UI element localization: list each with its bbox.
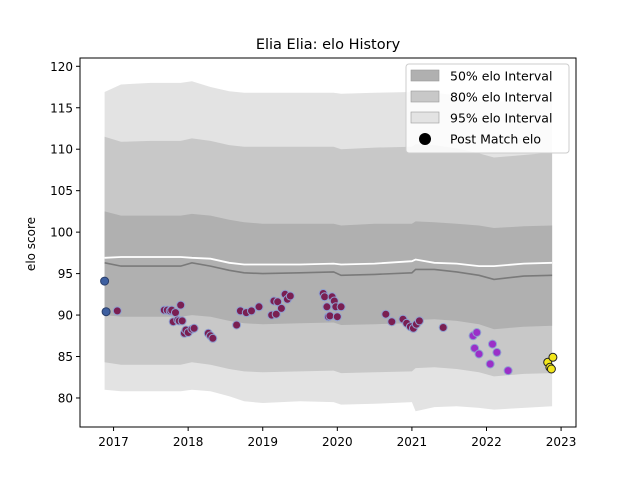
data-point xyxy=(254,302,264,312)
data-point xyxy=(322,302,332,312)
y-tick-label: 105 xyxy=(50,184,73,198)
data-point xyxy=(273,297,283,307)
x-tick-label: 2019 xyxy=(247,435,278,449)
data-point xyxy=(474,349,484,359)
x-tick-label: 2018 xyxy=(173,435,204,449)
legend: 50% elo Interval 80% elo Interval 95% elo … xyxy=(405,63,570,154)
data-point xyxy=(285,291,295,301)
data-point xyxy=(414,316,424,326)
data-point xyxy=(101,307,111,317)
data-point xyxy=(271,309,281,319)
data-point xyxy=(208,333,218,343)
data-point xyxy=(472,328,482,337)
y-tick-label: 100 xyxy=(50,226,73,240)
data-point xyxy=(112,306,122,316)
y-tick-label: 110 xyxy=(50,143,73,157)
legend-marker xyxy=(419,133,431,145)
data-point xyxy=(548,352,558,362)
x-tick-label: 2017 xyxy=(98,435,129,449)
legend-label: 80% elo Interval xyxy=(450,90,552,105)
data-point xyxy=(171,308,180,318)
y-tick-label: 95 xyxy=(58,267,73,281)
legend-label: 50% elo Interval xyxy=(450,69,552,84)
data-point xyxy=(492,347,502,357)
axes: 2017 2018 2019 2020 2021 2022 2023 80 85 90 95 100 1… xyxy=(50,57,577,449)
data-point xyxy=(177,316,187,326)
data-point xyxy=(247,306,256,316)
median-line xyxy=(104,261,553,281)
data-point xyxy=(503,366,513,376)
chart-title: Elia Elia: elo History xyxy=(256,37,401,53)
data-point xyxy=(336,302,346,312)
legend-swatch xyxy=(410,111,440,124)
data-point xyxy=(100,276,110,286)
data-point xyxy=(176,300,186,310)
data-point xyxy=(438,323,448,332)
data-point xyxy=(189,323,199,333)
data-point xyxy=(485,359,495,369)
y-tick-label: 85 xyxy=(58,350,73,364)
axes-frame xyxy=(79,57,577,428)
data-point xyxy=(276,303,286,313)
data-point xyxy=(232,320,242,330)
y-tick-label: 80 xyxy=(58,391,73,405)
y-axis-label: elo score xyxy=(24,217,38,271)
expected-elo-line xyxy=(104,256,553,267)
x-tick-label: 2023 xyxy=(546,435,577,449)
x-tick-label: 2021 xyxy=(397,435,428,449)
y-tick-label: 90 xyxy=(58,309,73,323)
x-tick-label: 2022 xyxy=(471,435,502,449)
data-point xyxy=(325,311,335,321)
plot-area xyxy=(100,81,558,412)
legend-label: Post Match elo xyxy=(450,132,541,147)
data-point xyxy=(332,312,342,322)
data-point xyxy=(387,317,397,327)
data-point xyxy=(546,364,556,374)
data-point xyxy=(381,309,391,319)
legend-swatch xyxy=(410,90,440,103)
data-point xyxy=(320,292,330,302)
data-point xyxy=(488,339,497,349)
y-tick-label: 115 xyxy=(50,101,73,115)
legend-label: 95% elo Interval xyxy=(450,111,552,126)
y-tick-label: 120 xyxy=(50,60,73,74)
x-tick-label: 2020 xyxy=(322,435,353,449)
legend-swatch xyxy=(410,69,440,82)
legend-box xyxy=(405,63,570,154)
band-50 xyxy=(104,211,553,330)
